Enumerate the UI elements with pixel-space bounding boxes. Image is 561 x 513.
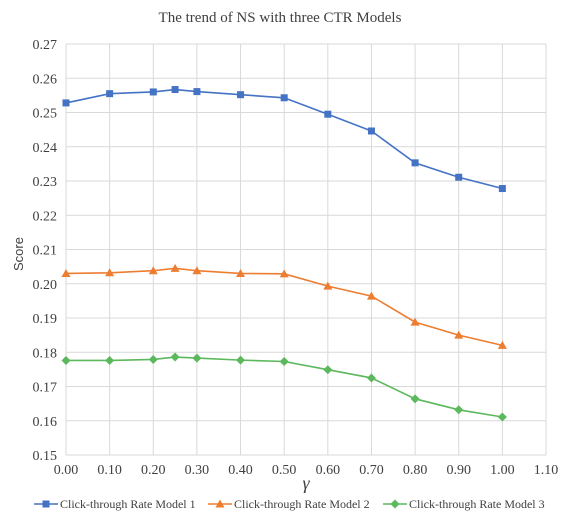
legend-swatch-marker bbox=[215, 499, 225, 508]
legend-swatch-marker bbox=[390, 499, 400, 509]
series-2-point bbox=[279, 269, 289, 278]
series-2-point bbox=[366, 291, 376, 300]
series-2-point bbox=[497, 340, 507, 349]
x-tick-label: 1.10 bbox=[534, 463, 559, 478]
x-tick-label: 0.70 bbox=[359, 463, 384, 478]
series-2-point bbox=[236, 268, 246, 277]
y-tick-labels: 0.15 0.16 0.17 0.18 0.19 0.20 0.21 0.22 0.23 0.24… bbox=[33, 38, 58, 464]
y-tick-label: 0.21 bbox=[33, 244, 58, 259]
x-tick-label: 0.10 bbox=[97, 463, 122, 478]
series-3-point bbox=[454, 405, 464, 415]
legend-item-3: Click-through Rate Model 3 bbox=[383, 497, 545, 511]
y-tick-label: 0.19 bbox=[33, 312, 58, 327]
series-2-line bbox=[65, 267, 503, 347]
gridlines bbox=[65, 43, 547, 456]
x-tick-label: 0.30 bbox=[185, 463, 210, 478]
x-axis-title: γ bbox=[302, 473, 310, 493]
x-tick-label: 1.00 bbox=[490, 463, 515, 478]
series-1-point bbox=[62, 99, 70, 107]
series-3-point bbox=[192, 353, 202, 363]
series-3-point bbox=[105, 355, 115, 365]
legend-item-2: Click-through Rate Model 2 bbox=[208, 497, 370, 511]
series-2-point bbox=[170, 263, 180, 272]
series-2-point bbox=[61, 268, 71, 277]
series-3-point bbox=[61, 355, 71, 365]
series-3-point bbox=[236, 355, 246, 365]
y-tick-label: 0.16 bbox=[33, 415, 58, 430]
x-tick-label: 0.00 bbox=[54, 463, 79, 478]
series-3-point bbox=[497, 412, 507, 422]
y-axis-title: Score bbox=[11, 237, 26, 271]
y-tick-label: 0.26 bbox=[33, 72, 58, 87]
series-3 bbox=[61, 352, 507, 422]
series-1-line bbox=[65, 88, 503, 190]
x-tick-label: 0.60 bbox=[316, 463, 341, 478]
series-1-point bbox=[367, 127, 375, 135]
y-tick-label: 0.23 bbox=[33, 175, 58, 190]
y-tick-label: 0.20 bbox=[33, 278, 58, 293]
series-1-point bbox=[280, 94, 288, 102]
series-2-point bbox=[410, 317, 420, 326]
legend: Click-through Rate Model 1 Click-through … bbox=[34, 497, 545, 511]
series-1-point bbox=[237, 91, 245, 99]
series-3-point bbox=[366, 373, 376, 383]
y-tick-label: 0.18 bbox=[33, 346, 58, 361]
series-1-point bbox=[498, 185, 506, 193]
series-1-point bbox=[106, 90, 114, 98]
y-tick-label: 0.17 bbox=[33, 381, 58, 396]
y-tick-label: 0.22 bbox=[33, 209, 58, 224]
y-tick-label: 0.15 bbox=[33, 449, 58, 464]
y-tick-label: 0.27 bbox=[33, 38, 58, 53]
x-tick-label: 0.50 bbox=[272, 463, 297, 478]
series-2-point bbox=[148, 266, 158, 275]
series-3-point bbox=[148, 354, 158, 364]
series-lines bbox=[61, 86, 507, 422]
series-1-point bbox=[411, 159, 419, 167]
y-tick-label: 0.25 bbox=[33, 107, 58, 122]
series-1 bbox=[62, 86, 506, 193]
series-2-point bbox=[454, 330, 464, 339]
x-tick-label: 0.90 bbox=[446, 463, 471, 478]
legend-label: Click-through Rate Model 2 bbox=[234, 497, 370, 511]
x-tick-labels: 0.00 0.10 0.20 0.30 0.40 0.50 0.60 0.70 0.80 0.90… bbox=[54, 463, 559, 478]
series-3-line bbox=[66, 356, 503, 418]
series-3-point bbox=[410, 394, 420, 404]
legend-item-1: Click-through Rate Model 1 bbox=[34, 497, 196, 511]
series-2 bbox=[61, 263, 507, 349]
series-1-point bbox=[193, 88, 201, 96]
series-2-point bbox=[323, 281, 333, 290]
x-tick-label: 0.40 bbox=[228, 463, 253, 478]
series-2-point bbox=[192, 266, 202, 275]
series-3-point bbox=[170, 352, 180, 362]
series-1-point bbox=[324, 110, 332, 118]
x-tick-label: 0.20 bbox=[141, 463, 166, 478]
series-3-point bbox=[279, 356, 289, 366]
series-1-point bbox=[149, 88, 157, 96]
y-tick-label: 0.24 bbox=[33, 141, 58, 156]
series-2-point bbox=[105, 268, 115, 277]
legend-label: Click-through Rate Model 1 bbox=[60, 497, 196, 511]
series-1-point bbox=[455, 173, 463, 181]
x-tick-label: 0.80 bbox=[403, 463, 428, 478]
legend-swatch-marker bbox=[42, 500, 50, 508]
series-3-point bbox=[323, 365, 333, 375]
legend-label: Click-through Rate Model 3 bbox=[409, 497, 545, 511]
chart-title: The trend of NS with three CTR Models bbox=[159, 10, 402, 26]
series-1-point bbox=[171, 86, 179, 94]
